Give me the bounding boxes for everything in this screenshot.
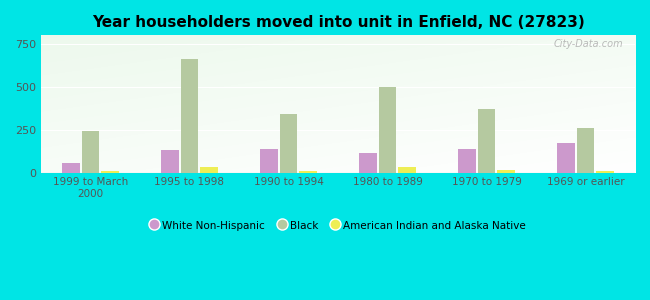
Bar — [62, 163, 80, 172]
Bar — [101, 171, 119, 172]
Bar — [299, 171, 317, 172]
Bar — [458, 148, 476, 172]
Bar — [82, 131, 99, 172]
Bar — [596, 171, 614, 172]
Bar — [478, 109, 495, 172]
Bar — [378, 87, 396, 172]
Bar — [181, 59, 198, 172]
Bar — [577, 128, 594, 172]
Text: City-Data.com: City-Data.com — [554, 39, 623, 50]
Bar — [497, 170, 515, 172]
Title: Year householders moved into unit in Enfield, NC (27823): Year householders moved into unit in Enf… — [92, 15, 584, 30]
Legend: White Non-Hispanic, Black, American Indian and Alaska Native: White Non-Hispanic, Black, American Indi… — [146, 216, 530, 235]
Bar — [260, 148, 278, 172]
Bar — [557, 142, 575, 172]
Bar — [280, 114, 298, 172]
Bar — [200, 167, 218, 172]
Bar — [359, 153, 377, 172]
Bar — [161, 150, 179, 172]
Bar — [398, 167, 416, 172]
